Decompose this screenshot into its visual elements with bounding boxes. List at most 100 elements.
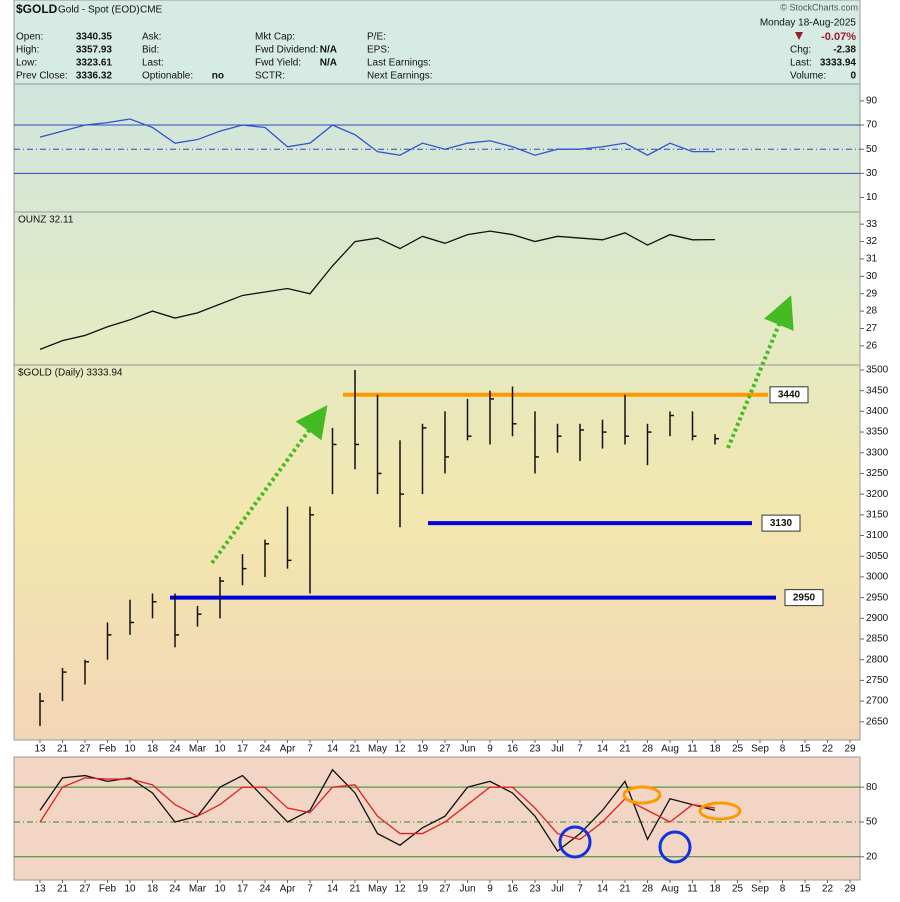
field-value: 3357.93 [76,45,113,56]
highlight-ellipse [698,801,742,821]
x-tick-label: Mar [189,744,207,755]
x-tick-label: 17 [237,744,249,755]
field-label: Ask: [142,32,161,43]
y-tick-label: 90 [866,96,878,107]
x-tick-label: 24 [169,744,181,755]
field-label: SCTR: [255,71,285,82]
x-tick-label: 21 [349,884,361,895]
x-tick-label: 11 [687,744,698,755]
x-tick-label: Feb [99,744,117,755]
y-tick-label: 2900 [866,613,889,624]
x-tick-label: 21 [57,884,69,895]
field-label: Low: [16,58,37,69]
field-label: Next Earnings: [367,71,433,82]
y-tick-label: 2850 [866,634,889,645]
field-label: Volume: [790,71,826,82]
x-tick-label: 15 [799,744,811,755]
x-tick-label: 21 [349,744,361,755]
y-tick-label: 2750 [866,675,889,686]
header-panel [13,0,861,85]
field-label: Bid: [142,45,159,56]
level-box [769,386,809,404]
level-label: 2950 [793,592,816,603]
field-label: Optionable: [142,71,193,82]
x-tick-label: 18 [147,884,159,895]
y-tick-label: 2950 [866,592,889,603]
x-tick-label: 24 [259,744,271,755]
trend-arrow [726,295,794,449]
x-tick-label: 19 [417,884,429,895]
x-tick-label: 22 [822,744,834,755]
y-tick-label: 27 [866,323,878,334]
y-tick-label: 3000 [866,572,889,583]
x-tick-label: 7 [307,884,313,895]
field-label: Mkt Cap: [255,32,295,43]
x-tick-label: 10 [214,744,226,755]
x-tick-label: 9 [487,884,493,895]
field-label: Fwd Yield: [255,58,301,69]
x-tick-label: 15 [799,884,811,895]
y-tick-label: 50 [866,144,878,155]
x-tick-label: 23 [529,744,541,755]
y-tick-label: 2700 [866,696,889,707]
field-label: EPS: [367,45,390,56]
x-tick-label: 10 [124,884,136,895]
level-label: 3440 [778,389,801,400]
x-tick-label: 12 [394,744,406,755]
x-tick-label: Jul [551,884,564,895]
x-tick-label: 16 [507,884,519,895]
symbol: $GOLD [16,2,58,16]
field-value: N/A [320,58,337,69]
x-tick-label: 21 [619,744,631,755]
field-value: 3340.35 [76,32,113,43]
instrument-name: Gold - Spot (EOD) [58,5,140,16]
x-tick-label: 24 [259,884,271,895]
x-tick-label: 27 [439,744,451,755]
y-tick-label: 70 [866,120,878,131]
x-tick-label: 28 [642,884,654,895]
y-tick-label: 33 [866,219,878,230]
highlight-ellipse [622,785,662,805]
x-tick-label: 18 [709,744,721,755]
y-tick-label: 2800 [866,654,889,665]
level-box [784,589,824,607]
x-tick-label: 18 [147,744,159,755]
x-tick-label: 16 [507,744,519,755]
y-tick-label: 30 [866,168,878,179]
y-tick-label: 28 [866,306,878,317]
x-tick-label: 25 [732,884,744,895]
x-tick-label: 13 [34,884,46,895]
level-box [761,514,801,532]
copyright: © StockCharts.com [780,2,858,12]
field-label: High: [16,45,39,56]
x-tick-label: 8 [780,884,786,895]
down-arrow [795,32,803,40]
panel-label: $GOLD (Daily) 3333.94 [18,368,123,379]
y-tick-label: 3150 [866,509,889,520]
price-panels [13,83,861,741]
x-tick-label: 21 [619,884,631,895]
y-tick-label: 3400 [866,406,889,417]
series-line [39,768,716,852]
field-value: 3333.94 [820,58,857,69]
field-label: Fwd Dividend: [255,45,318,56]
y-tick-label: 30 [866,271,878,282]
y-tick-label: 3500 [866,365,889,376]
x-tick-label: 21 [57,744,69,755]
y-tick-label: 3300 [866,447,889,458]
x-tick-label: 8 [780,744,786,755]
x-tick-label: 12 [394,884,406,895]
field-label: P/E: [367,32,386,43]
x-tick-label: 13 [34,744,46,755]
y-tick-label: 3050 [866,551,889,562]
field-label: Open: [16,32,43,43]
x-tick-label: 28 [642,744,654,755]
highlight-circle [658,830,692,864]
x-tick-label: 29 [844,884,856,895]
y-tick-label: 26 [866,341,878,352]
change-pct: -0.07% [821,31,856,43]
x-tick-label: 27 [79,884,91,895]
field-label: Last Earnings: [367,58,431,69]
x-tick-label: 25 [732,744,744,755]
